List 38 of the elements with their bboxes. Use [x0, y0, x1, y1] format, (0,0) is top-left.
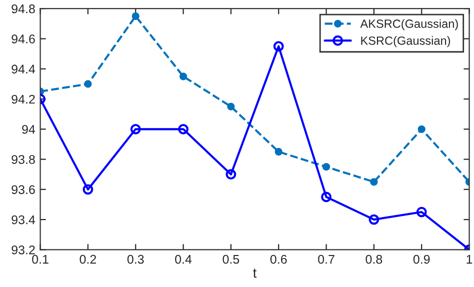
x-tick-label: 1 — [466, 255, 472, 264]
point — [82, 184, 94, 195]
point — [321, 192, 332, 202]
x-tick-label: 0.7 — [318, 254, 334, 264]
x-tick-label: 0.9 — [413, 254, 430, 264]
y-tick-label: 94.4 — [12, 64, 36, 74]
y-tick-label: 94.8 — [12, 4, 35, 14]
y-tick-label: 93.4 — [12, 215, 36, 224]
point — [84, 80, 92, 88]
x-tick-label: 0.4 — [175, 254, 192, 264]
y-tick-label: 94.6 — [12, 34, 35, 44]
point — [130, 124, 141, 134]
point — [178, 124, 188, 134]
point — [226, 169, 236, 180]
point — [273, 41, 284, 52]
y-tick-label: 93.6 — [12, 185, 35, 194]
legend-label: AKSRC(Gaussian) — [360, 19, 458, 30]
x-tick-label: 0.6 — [270, 254, 287, 264]
y-tick-label: 93.8 — [12, 155, 35, 164]
x-tick-label: 0.5 — [222, 254, 240, 264]
y-tick-label: 94.2 — [12, 94, 35, 104]
x-tick-label: 0.1 — [32, 254, 48, 264]
x-tick-label: 0.2 — [80, 254, 96, 264]
point — [370, 178, 378, 186]
y-tick-label: 94 — [22, 124, 36, 134]
point — [416, 206, 427, 218]
point — [227, 102, 235, 110]
x-tick-label: 0.8 — [366, 254, 382, 264]
point — [368, 214, 380, 225]
legend-label: KSRC(Gaussian) — [361, 36, 450, 48]
point — [132, 12, 140, 20]
x-axis-title: t — [253, 268, 257, 278]
point — [322, 162, 330, 171]
x-tick-label: 0.3 — [127, 254, 144, 264]
point — [274, 148, 282, 156]
y-tick-label: 93.2 — [12, 245, 35, 254]
point — [418, 125, 426, 133]
point — [179, 72, 188, 80]
